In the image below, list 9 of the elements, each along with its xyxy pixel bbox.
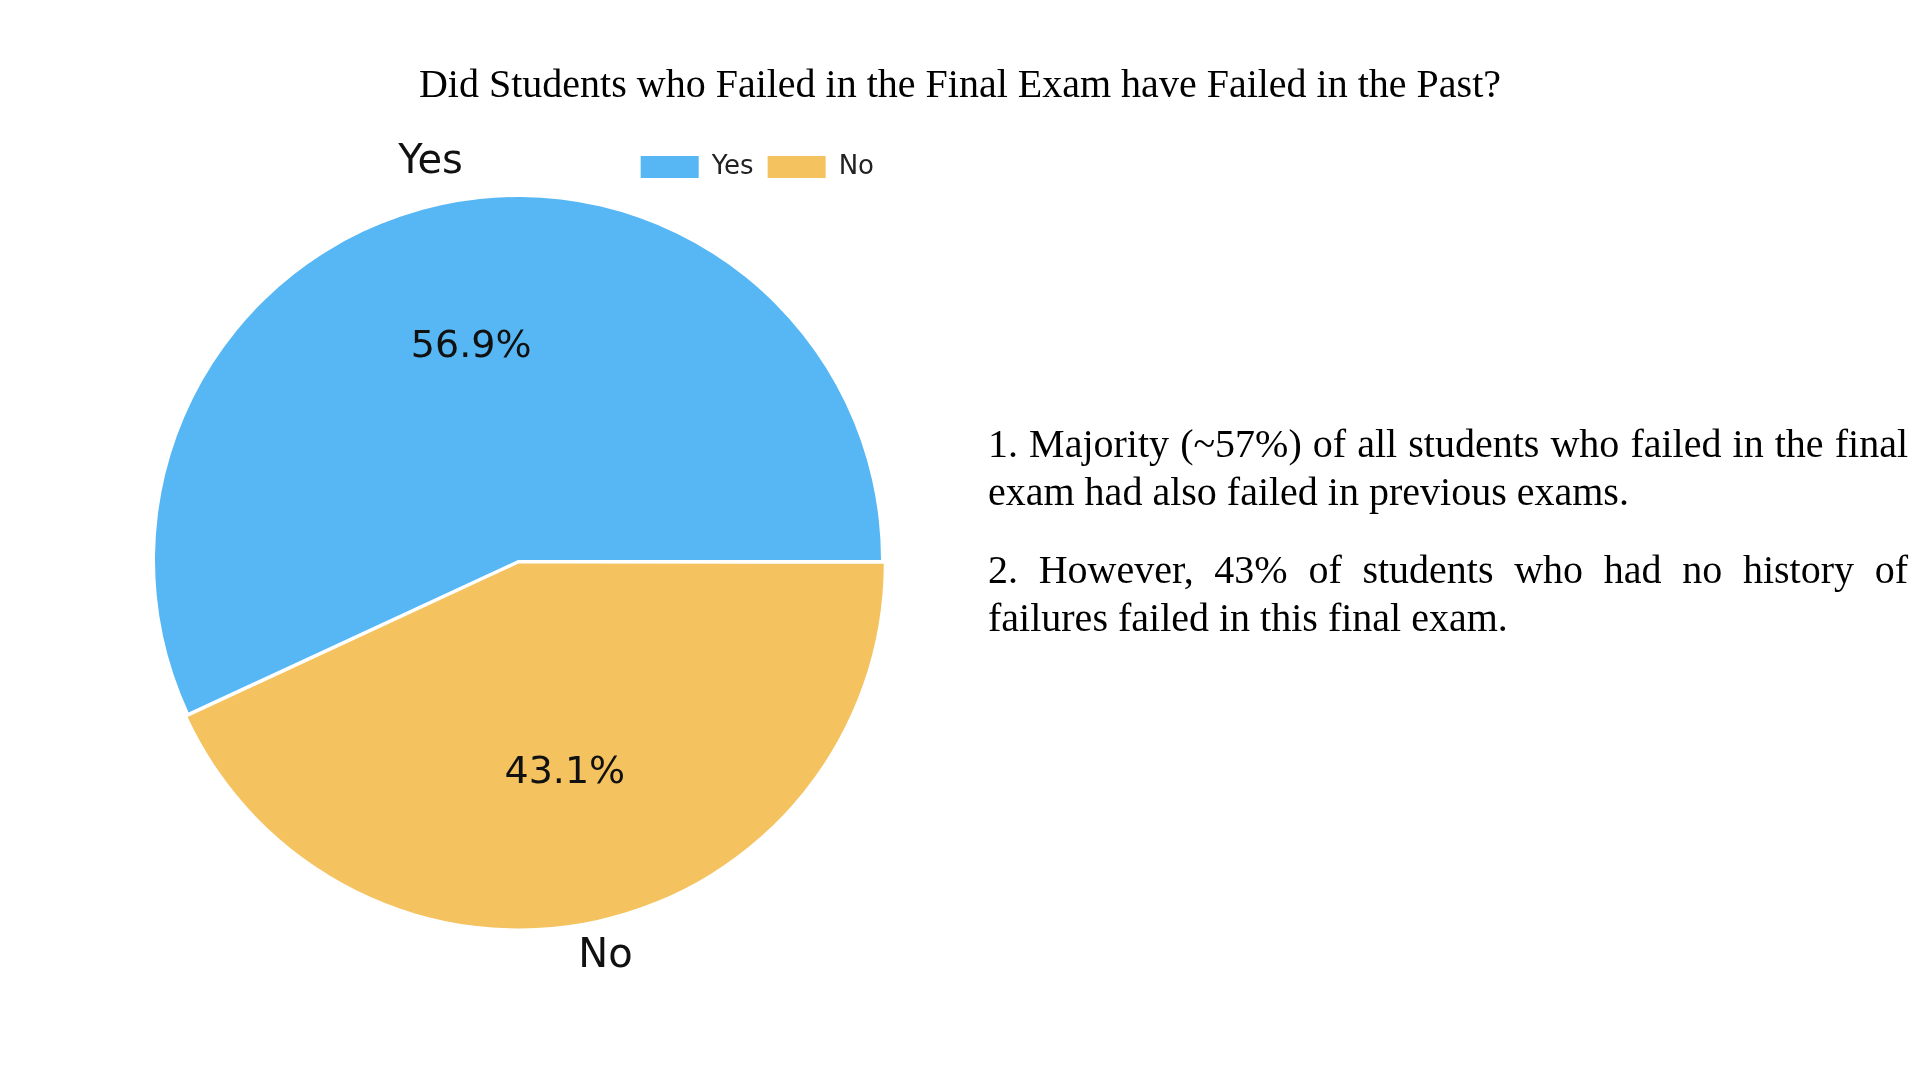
text: 1. Majority (~57%) of all students who failed in the final exam had also failed in previous exams.	[988, 420, 1908, 516]
text: 2. However, 43% of students who had no history of failures failed in this final exam.	[988, 546, 1908, 642]
data-label: 43.1%	[504, 747, 626, 792]
legend-label: No	[838, 149, 874, 180]
data-label: 56.9%	[410, 322, 532, 367]
legend-label: Yes	[710, 149, 754, 180]
chart-title: Did Students who Failed in the Final Exam have Failed in the Past?	[417, 60, 1503, 108]
slice-label: Yes	[397, 136, 463, 183]
slice-label: No	[578, 930, 633, 977]
